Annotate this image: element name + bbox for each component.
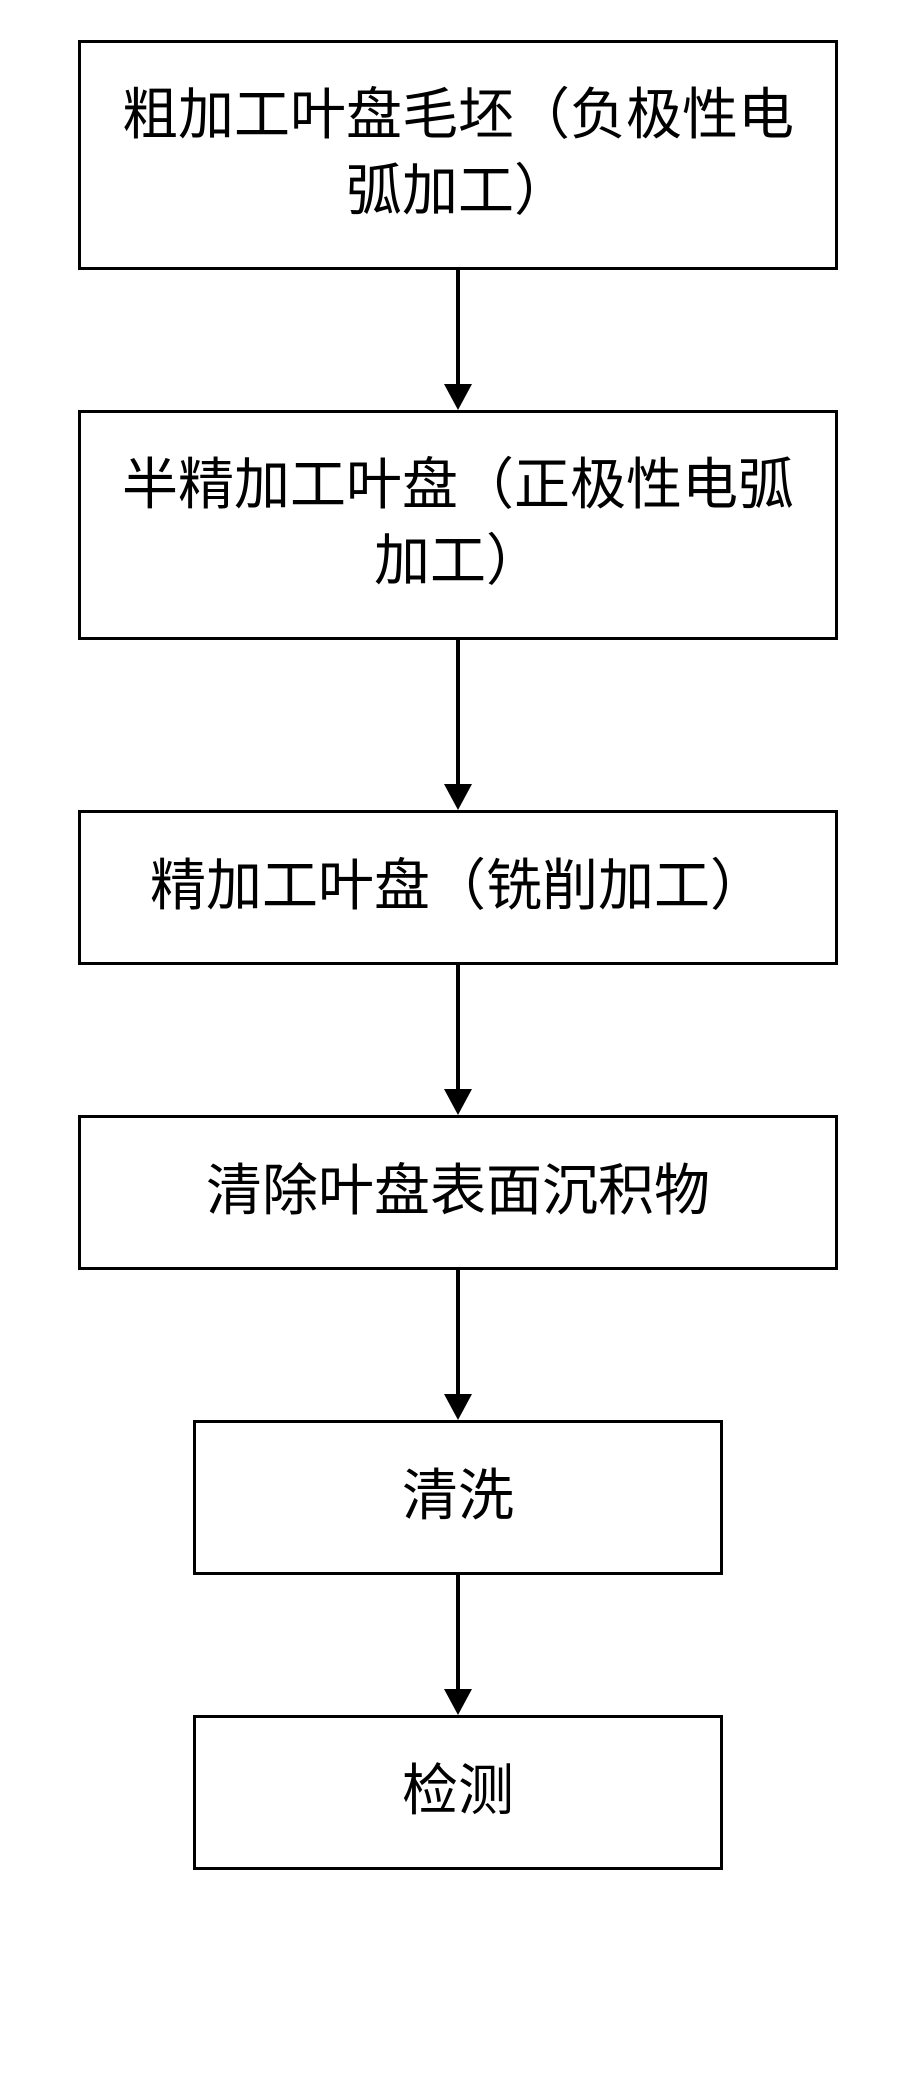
arrow-line	[456, 640, 460, 784]
flow-step-2: 半精加工叶盘（正极性电弧加工）	[78, 410, 838, 640]
arrow-down-icon	[444, 384, 472, 410]
flow-step-4: 清除叶盘表面沉积物	[78, 1115, 838, 1270]
arrow-2-3	[444, 640, 472, 810]
arrow-down-icon	[444, 1689, 472, 1715]
arrow-down-icon	[444, 1089, 472, 1115]
arrow-down-icon	[444, 784, 472, 810]
arrow-line	[456, 1270, 460, 1394]
flow-step-1: 粗加工叶盘毛坯（负极性电弧加工）	[78, 40, 838, 270]
flow-step-3-label: 精加工叶盘（铣削加工）	[150, 850, 766, 926]
arrow-1-2	[444, 270, 472, 410]
flow-step-3: 精加工叶盘（铣削加工）	[78, 810, 838, 965]
arrow-line	[456, 965, 460, 1089]
arrow-5-6	[444, 1575, 472, 1715]
arrow-line	[456, 270, 460, 384]
flow-step-4-label: 清除叶盘表面沉积物	[206, 1155, 710, 1231]
flow-step-1-label: 粗加工叶盘毛坯（负极性电弧加工）	[111, 79, 805, 230]
flow-step-5-label: 清洗	[402, 1460, 514, 1536]
arrow-3-4	[444, 965, 472, 1115]
flow-step-5: 清洗	[193, 1420, 723, 1575]
flow-step-6: 检测	[193, 1715, 723, 1870]
arrow-down-icon	[444, 1394, 472, 1420]
arrow-4-5	[444, 1270, 472, 1420]
flow-step-2-label: 半精加工叶盘（正极性电弧加工）	[111, 449, 805, 600]
flow-step-6-label: 检测	[402, 1755, 514, 1831]
flowchart-container: 粗加工叶盘毛坯（负极性电弧加工） 半精加工叶盘（正极性电弧加工） 精加工叶盘（铣…	[78, 40, 838, 1870]
arrow-line	[456, 1575, 460, 1689]
